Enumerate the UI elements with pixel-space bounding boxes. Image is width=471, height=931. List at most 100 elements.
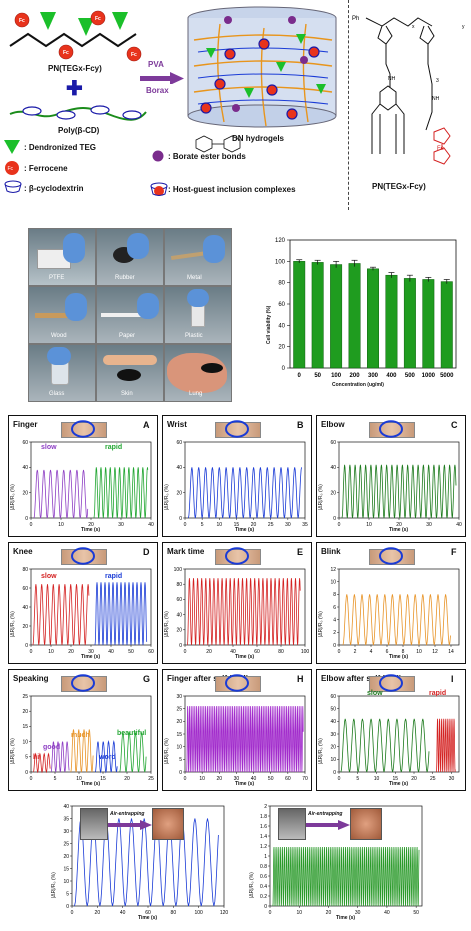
y-tick-label: 40 xyxy=(63,804,69,810)
x-tick-label: 80 xyxy=(278,649,284,655)
panel-ylabel: |ΔR|/R₀ (%) xyxy=(164,611,170,637)
panel-photo-inset xyxy=(350,808,382,840)
panel-xlabel: Time (s) xyxy=(389,654,408,660)
right-arrow-icon xyxy=(108,820,152,830)
panel-title: Blink xyxy=(321,547,341,556)
y-tick-label: 80 xyxy=(176,582,182,588)
x-tick-label: 10 xyxy=(374,776,380,782)
x-tick-label: 120 xyxy=(220,910,229,916)
fc-text: Fc xyxy=(63,50,69,56)
y-tick-label: 15 xyxy=(22,724,28,730)
series-word-label: rapid xyxy=(105,444,122,451)
y-tick-label: 2 xyxy=(264,804,267,810)
pva-label: PVA xyxy=(148,60,164,69)
y-tick-label: 20 xyxy=(63,854,69,860)
y-tick-label: 1.6 xyxy=(260,824,267,830)
rotate-arrow-icon xyxy=(68,419,98,439)
bar xyxy=(423,279,434,368)
panel-title: Speaking xyxy=(13,674,49,683)
series-line xyxy=(33,584,89,645)
y-tick-label: 25 xyxy=(63,841,69,847)
structure-label: PN(TEGx-Fcy) xyxy=(372,182,426,191)
panel-letter: F xyxy=(451,547,457,557)
photo-rubber: Rubber xyxy=(96,228,164,286)
bar xyxy=(349,263,360,368)
panel-I: 0 5 10 15 20 25 30 0 10 20 30 40 50 60 |ΔR|/R₀ (%) Time… xyxy=(316,669,466,791)
series-line xyxy=(437,719,456,772)
x-tick-label: 1000 xyxy=(422,373,436,379)
x-tick-label: 0 xyxy=(184,776,187,782)
y-tick-label: 25 xyxy=(176,706,182,712)
rotate-arrow-icon xyxy=(376,546,406,566)
x-tick-label: 0 xyxy=(338,776,341,782)
panel-xlabel: Time (s) xyxy=(389,781,408,787)
panel-letter: C xyxy=(451,420,458,430)
photo-glass: Glass xyxy=(28,344,96,402)
panel-ylabel: |ΔR|/R₀ (%) xyxy=(164,484,170,510)
legend-item-teg: : Dendronized TEG xyxy=(24,143,96,152)
x-tick-label: 40 xyxy=(148,522,154,528)
y-tick-label: 20 xyxy=(22,490,28,496)
y-tick-label: 0 xyxy=(66,904,69,910)
y-tick-label: 1 xyxy=(264,854,267,860)
borax-label: Borax xyxy=(146,86,169,95)
x-tick-label: 0 xyxy=(184,649,187,655)
y-tick-label: 50 xyxy=(330,706,336,712)
air-entrapping-label: Air-entrapping xyxy=(110,811,144,817)
y-tick-label: 20 xyxy=(22,709,28,715)
y-tick-label: 10 xyxy=(330,757,336,763)
arrow-arc xyxy=(72,683,94,691)
y-tick-label: 5 xyxy=(25,755,28,761)
y-tick-label: 60 xyxy=(176,440,182,446)
y-tick-label: 0 xyxy=(25,770,28,776)
legend-item-hostguest: : Host-guest inclusion complexes xyxy=(168,185,296,194)
panel-ylabel: |ΔR|/R₀ (%) xyxy=(318,484,324,510)
arrow-arc xyxy=(226,429,248,437)
y-tick-label: 4 xyxy=(333,617,336,623)
bar xyxy=(404,278,415,368)
y-tick-label: 60 xyxy=(278,302,285,308)
x-tick-label: 5 xyxy=(54,776,57,782)
y-tick-label: 120 xyxy=(275,238,286,244)
series-word-label: beautiful xyxy=(117,730,146,737)
y-tick-label: 40 xyxy=(330,465,336,471)
x-tick-label: 10 xyxy=(199,776,205,782)
x-tick-label: 0 xyxy=(338,649,341,655)
photo-plastic: Plastic xyxy=(164,286,232,344)
arrow-shaft xyxy=(306,823,340,827)
x-tick-label: 50 xyxy=(128,649,134,655)
y-tick-label: 35 xyxy=(63,816,69,822)
fe-text: Fe xyxy=(437,146,445,152)
panel-G: 0 5 10 15 20 25 0 5 10 15 20 25 |ΔR|/R₀ (%) Time (s) S… xyxy=(8,669,158,791)
x-tick-label: 30 xyxy=(426,522,432,528)
x-tick-label: 80 xyxy=(171,910,177,916)
y-tick-label: 20 xyxy=(176,490,182,496)
series-word-label: slow xyxy=(41,573,57,580)
legend-item-ferrocene: : Ferrocene xyxy=(24,164,68,173)
photo-wood: Wood xyxy=(28,286,96,344)
y-tick-label: 10 xyxy=(176,744,182,750)
x-tick-label: 20 xyxy=(95,910,101,916)
structure-nh-text: NH xyxy=(432,96,440,102)
y-tick-label: 1.8 xyxy=(260,814,267,820)
schematic-section: Fc Fc Fc Fc PN(TEGx-Fcy) ✚ Poly(β-CD) PV… xyxy=(0,0,471,212)
series-line xyxy=(342,465,456,518)
rotate-arrow-icon xyxy=(68,673,98,693)
x-tick-label: 0 xyxy=(30,776,33,782)
y-tick-label: 0 xyxy=(25,643,28,649)
y-tick-label: 30 xyxy=(176,694,182,700)
y-tick-label: 60 xyxy=(330,694,336,700)
borate-icon xyxy=(152,150,164,162)
y-tick-label: 60 xyxy=(330,440,336,446)
panel-title: Finger xyxy=(13,420,37,429)
series-word-label: hi xyxy=(33,754,39,761)
rotate-arrow-icon xyxy=(222,673,252,693)
series-line xyxy=(95,582,147,645)
x-tick-label: 60 xyxy=(285,776,291,782)
arrow-arc xyxy=(380,556,402,564)
y-tick-label: 30 xyxy=(330,732,336,738)
photo-label: Paper xyxy=(119,333,135,339)
x-tick-label: 30 xyxy=(449,776,455,782)
y-tick-label: 25 xyxy=(22,694,28,700)
y-tick-label: 5 xyxy=(66,891,69,897)
